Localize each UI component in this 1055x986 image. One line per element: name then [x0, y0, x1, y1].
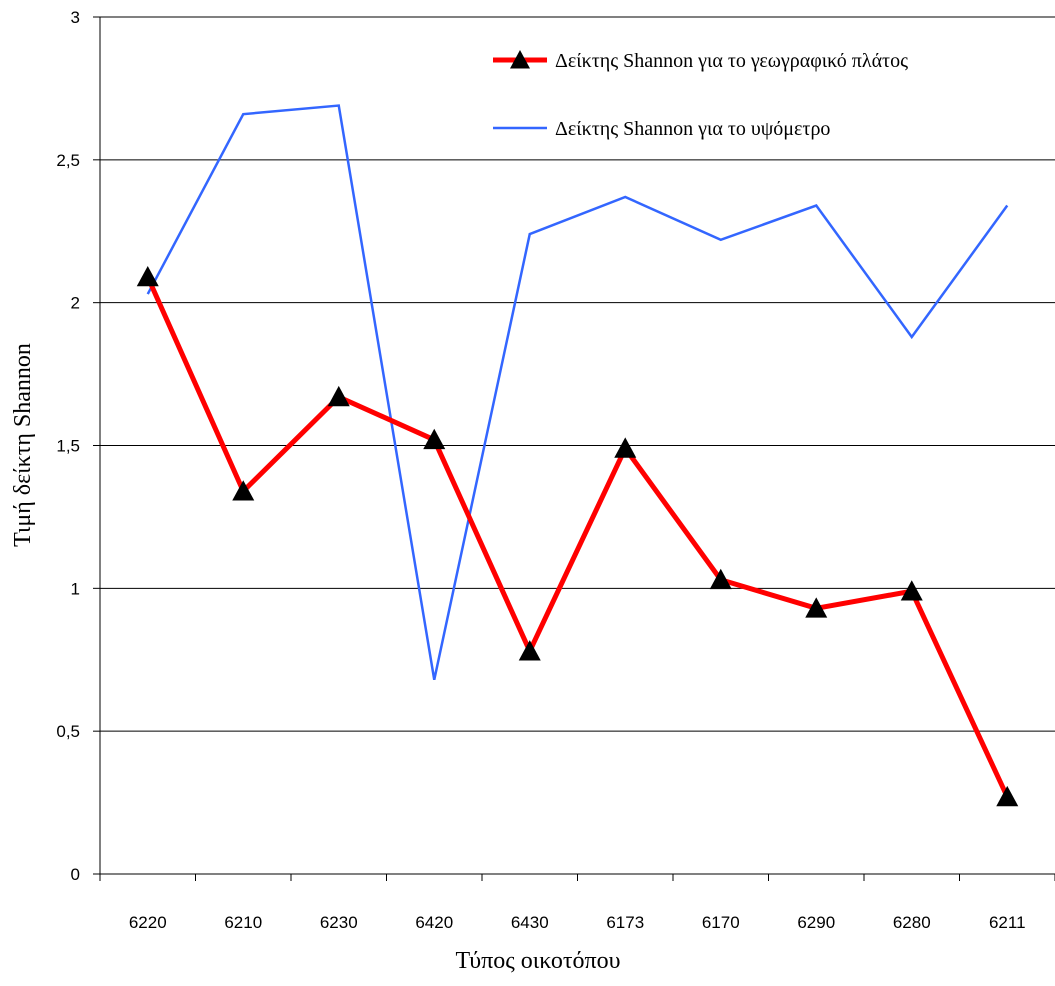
series-group — [136, 104, 1019, 807]
data-point-marker — [709, 568, 732, 590]
data-point-marker — [232, 480, 255, 501]
y-tick-labels: 0 0,5 1 1,5 2 2,5 3 — [56, 8, 80, 884]
x-tick-label: 6290 — [797, 913, 835, 932]
x-tick-label: 6280 — [893, 913, 931, 932]
x-tick-label: 6210 — [224, 913, 262, 932]
data-point-marker — [996, 785, 1019, 807]
axes — [93, 16, 1055, 881]
y-tick-label: 0,5 — [56, 722, 80, 741]
data-point-marker — [805, 597, 828, 618]
y-axis-title: Τιμή δείκτη Shannon — [10, 343, 36, 547]
y-tick-label: 1 — [71, 579, 80, 598]
data-point-marker — [423, 428, 446, 450]
x-tick-label: 6220 — [129, 913, 167, 932]
data-point-marker — [900, 580, 923, 601]
x-tick-labels: 6220 6210 6230 6420 6430 6173 6170 6290 6280 6211 — [129, 913, 1026, 932]
data-point-marker — [518, 640, 541, 661]
data-point-marker — [614, 437, 637, 458]
data-point-marker — [327, 385, 350, 407]
y-tick-label: 3 — [71, 8, 80, 27]
series-line-2 — [146, 104, 1009, 681]
legend: Δείκτης Shannon για το γεωγραφικό πλάτος… — [493, 50, 908, 140]
x-tick-label: 6420 — [415, 913, 453, 932]
data-point-marker — [136, 265, 159, 287]
x-tick-label: 6170 — [702, 913, 740, 932]
y-tick-label: 2 — [71, 294, 80, 313]
y-tick-label: 2,5 — [56, 151, 80, 170]
x-tick-label: 6230 — [320, 913, 358, 932]
legend-label-2: Δείκτης Shannon για το υψόμετρο — [555, 118, 830, 140]
x-tick-label: 6430 — [511, 913, 549, 932]
y-tick-label: 0 — [71, 865, 80, 884]
x-axis-title: Τύπος οικοτόπου — [456, 948, 621, 974]
x-tick-label: 6211 — [989, 913, 1026, 932]
series-line-1 — [145, 275, 1010, 798]
y-tick-label: 1,5 — [56, 437, 80, 456]
gridlines — [100, 16, 1055, 732]
x-tick-label: 6173 — [606, 913, 644, 932]
legend-marker — [510, 50, 530, 69]
legend-label-1: Δείκτης Shannon για το γεωγραφικό πλάτος — [555, 50, 908, 72]
